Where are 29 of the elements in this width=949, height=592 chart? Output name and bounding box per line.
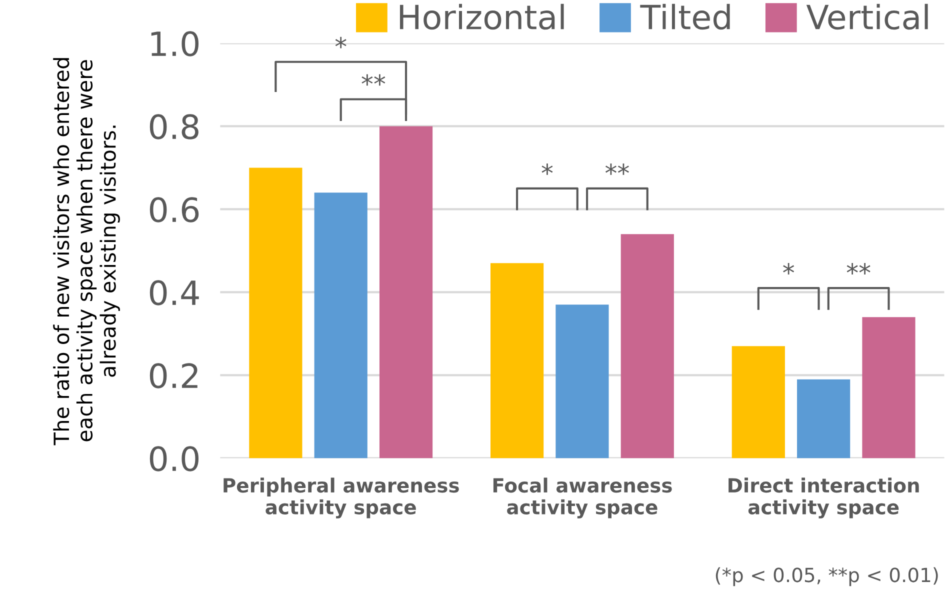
bar [732, 346, 785, 458]
bar [490, 263, 544, 458]
bar [797, 379, 850, 458]
annotation: * [335, 36, 346, 48]
annotation: ** [846, 263, 870, 274]
y-tick-label: 0.0 [150, 446, 199, 472]
y-tick-label: 0.6 [150, 197, 199, 222]
annotation: ** [605, 163, 629, 175]
legend-label: Vertical [806, 4, 928, 30]
annotation: * [783, 263, 794, 274]
y-tick-label: 0.4 [150, 280, 199, 306]
y-tick-label: 0.8 [150, 114, 198, 140]
text: (*p < 0.05, **p < 0.01) [716, 567, 938, 586]
y-tick-label: 1.0 [151, 31, 199, 56]
bar [249, 168, 302, 458]
y-axis-title: The ratio of new visitors who entered each activity space when there were already existing visitors. [53, 58, 120, 446]
annotation: ** [362, 74, 386, 86]
y-tick-label: 0.2 [150, 363, 198, 388]
x-tick-label: Direct interaction activity space [728, 478, 919, 518]
x-tick-label: Focal awareness activity space [493, 478, 672, 518]
bar [379, 126, 433, 458]
annotation: * [542, 163, 553, 175]
legend-label: Tilted [640, 4, 730, 30]
bar [314, 192, 368, 458]
bar [556, 304, 609, 458]
legend-label: Horizontal [400, 4, 564, 30]
x-tick-label: Peripheral awareness activity space [224, 478, 459, 518]
bar [862, 317, 916, 458]
bar [620, 234, 674, 458]
